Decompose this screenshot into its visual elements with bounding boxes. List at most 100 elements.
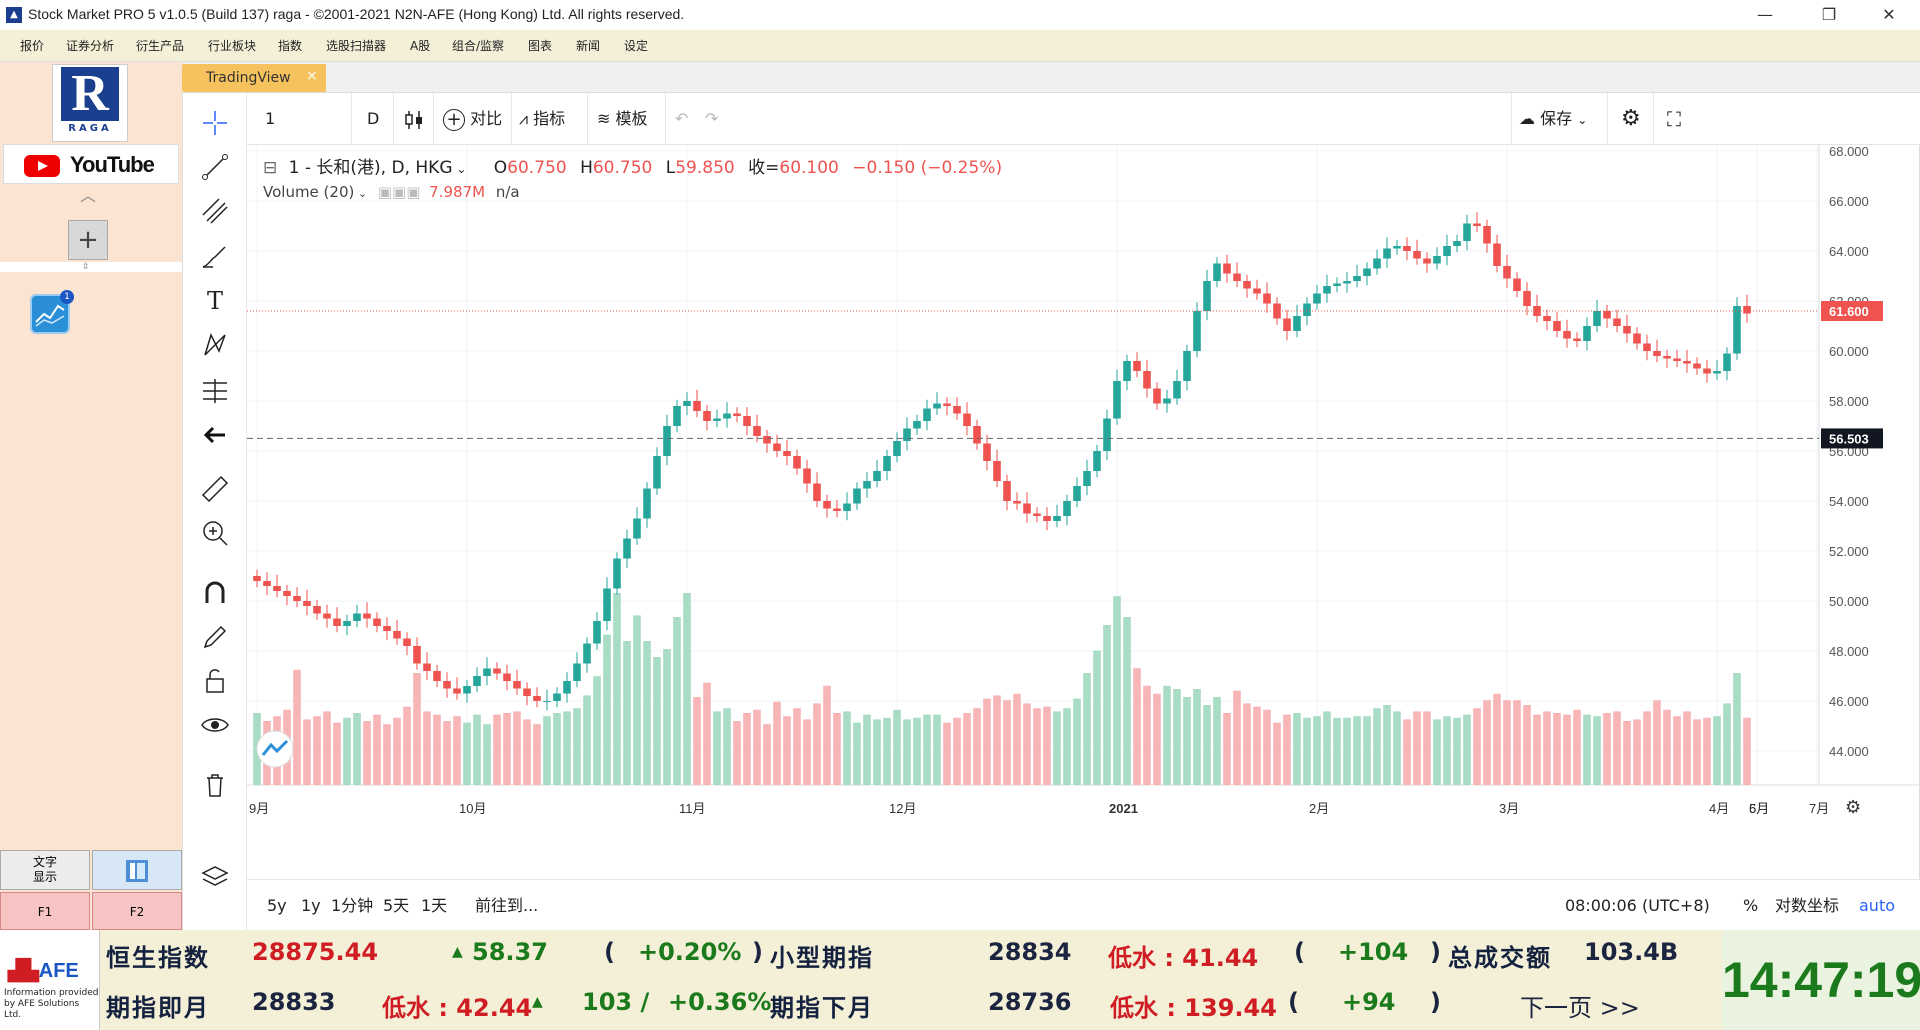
- indicators-button[interactable]: ⩘ 指标: [519, 93, 565, 145]
- f1-button[interactable]: F1: [0, 892, 90, 930]
- symbol-input[interactable]: 1: [265, 109, 276, 128]
- range-5y[interactable]: 5y: [267, 896, 287, 915]
- text-tool-icon[interactable]: T: [206, 287, 223, 315]
- range-5d[interactable]: 5天: [383, 896, 410, 915]
- volume-bar: [1403, 719, 1411, 785]
- tab-close-icon[interactable]: ×: [306, 68, 318, 84]
- volume-bar: [1183, 697, 1191, 785]
- layers-icon[interactable]: [193, 859, 237, 895]
- chart-type-icon[interactable]: [403, 93, 425, 145]
- minimize-button[interactable]: —: [1757, 5, 1773, 24]
- zoom-in-icon[interactable]: [193, 515, 237, 551]
- stay-drawing-icon[interactable]: [193, 619, 237, 655]
- volume-bar: [833, 713, 841, 785]
- x-tick-label: 2月: [1309, 801, 1329, 816]
- futures-next-discount: 低水 : 139.44: [1110, 994, 1277, 1022]
- settings-gear-icon[interactable]: ⚙: [1621, 106, 1641, 131]
- fib-icon[interactable]: [193, 193, 237, 229]
- x-tick-label: 12月: [889, 801, 916, 816]
- crosshair-icon[interactable]: [193, 105, 237, 141]
- lock-icon[interactable]: [193, 663, 237, 699]
- volume-settings-icons[interactable]: ▣▣▣: [377, 183, 421, 201]
- range-1d[interactable]: 1天: [421, 896, 448, 915]
- range-1y[interactable]: 1y: [301, 896, 321, 915]
- menu-sectors[interactable]: 行业板块: [208, 39, 257, 53]
- measure-lines-icon[interactable]: [193, 373, 237, 409]
- menu-chart[interactable]: 图表: [528, 39, 553, 53]
- text-display-button[interactable]: 文字 显示: [0, 850, 90, 890]
- goto-date-button[interactable]: 前往到...: [475, 896, 539, 915]
- range-1min[interactable]: 1分钟: [331, 896, 374, 915]
- collapse-icon[interactable]: ⊟: [263, 158, 278, 178]
- candle-body: [473, 676, 481, 686]
- menu-analysis[interactable]: 证券分析: [66, 39, 115, 53]
- splitter-handle-icon[interactable]: ⇳: [82, 262, 90, 272]
- pattern-icon[interactable]: [193, 327, 237, 363]
- save-button[interactable]: ☁ 保存 ⌄: [1519, 93, 1587, 145]
- volume-bar: [563, 711, 571, 785]
- menu-derivatives[interactable]: 衍生产品: [136, 39, 185, 53]
- interval-button[interactable]: D: [367, 109, 380, 128]
- add-button[interactable]: +: [68, 220, 108, 260]
- menu-scanner[interactable]: 选股扫描器: [326, 39, 387, 53]
- f2-button[interactable]: F2: [92, 892, 182, 930]
- raga-logo[interactable]: R RAGA: [52, 64, 128, 142]
- crosshair-price-label: 56.503: [1829, 431, 1869, 446]
- percent-toggle[interactable]: %: [1743, 896, 1759, 915]
- tab-tradingview[interactable]: TradingView ×: [182, 64, 326, 92]
- mini-futures-label: 小型期指: [770, 944, 874, 972]
- brush-icon[interactable]: [193, 239, 237, 275]
- auto-scale-toggle[interactable]: auto: [1859, 896, 1896, 915]
- volume-bar: [483, 724, 491, 785]
- volume-bar: [1213, 697, 1221, 785]
- candle-body: [553, 693, 561, 701]
- magnet-icon[interactable]: [193, 575, 237, 611]
- x-tick-label: 9月: [249, 801, 269, 816]
- candle-body: [753, 426, 761, 436]
- x-tick-label: 10月: [459, 801, 486, 816]
- divider: [0, 262, 182, 272]
- log-scale-toggle[interactable]: 对数坐标: [1775, 896, 1840, 915]
- chevron-up-icon[interactable]: ︿: [80, 186, 97, 205]
- undo-icon[interactable]: ↶: [675, 109, 689, 128]
- volume-label[interactable]: Volume (20): [263, 183, 355, 201]
- chevron-down-icon[interactable]: ⌄: [354, 187, 368, 200]
- menu-index[interactable]: 指数: [278, 39, 303, 53]
- function-key-panel: 文字 显示 F1 F2: [0, 850, 182, 930]
- volume-bar: [1533, 714, 1541, 785]
- fullscreen-icon[interactable]: ⛶: [1667, 107, 1681, 131]
- templates-button[interactable]: ≋ 模板: [597, 93, 648, 145]
- menu-quote[interactable]: 报价: [20, 39, 45, 53]
- axis-settings-icon: ⚙: [1845, 797, 1861, 818]
- candle-body: [913, 421, 921, 429]
- trash-icon[interactable]: [193, 767, 237, 803]
- menu-settings[interactable]: 设定: [624, 39, 649, 53]
- candle-body: [773, 443, 781, 451]
- volume-bar: [303, 719, 311, 785]
- timezone-display[interactable]: 08:00:06 (UTC+8): [1565, 896, 1710, 915]
- chevron-down-icon[interactable]: ⌄: [452, 162, 467, 176]
- next-page-button[interactable]: 下一页 >>: [1520, 994, 1640, 1022]
- menu-a-shares[interactable]: A股: [410, 39, 431, 53]
- ruler-icon[interactable]: [193, 471, 237, 507]
- legend-symbol[interactable]: 1 - 长和(港), D, HKG: [288, 158, 453, 178]
- arrow-left-icon[interactable]: [193, 417, 237, 453]
- tab-strip: TradingView ×: [182, 62, 1920, 92]
- maximize-button[interactable]: ❐: [1821, 5, 1837, 24]
- panel-layout-button[interactable]: [92, 850, 182, 890]
- candle-body: [1543, 316, 1551, 321]
- redo-icon[interactable]: ↷: [705, 109, 719, 128]
- turnover-value: 103.4B: [1584, 938, 1679, 966]
- candle-body: [963, 413, 971, 426]
- trend-line-icon[interactable]: [193, 149, 237, 185]
- menu-portfolio[interactable]: 组合/监察: [452, 39, 505, 53]
- youtube-banner[interactable]: YouTube: [3, 144, 179, 184]
- chart-area[interactable]: 68.00066.00064.00062.00060.00058.00056.0…: [247, 145, 1920, 879]
- compare-button[interactable]: + 对比: [443, 93, 502, 145]
- volume-bar: [1583, 714, 1591, 785]
- close-button[interactable]: ✕: [1882, 5, 1896, 24]
- price-chart[interactable]: 68.00066.00064.00062.00060.00058.00056.0…: [247, 145, 1920, 879]
- x-tick-label: 7月: [1809, 801, 1829, 816]
- eye-icon[interactable]: [193, 707, 237, 743]
- menu-news[interactable]: 新闻: [576, 39, 601, 53]
